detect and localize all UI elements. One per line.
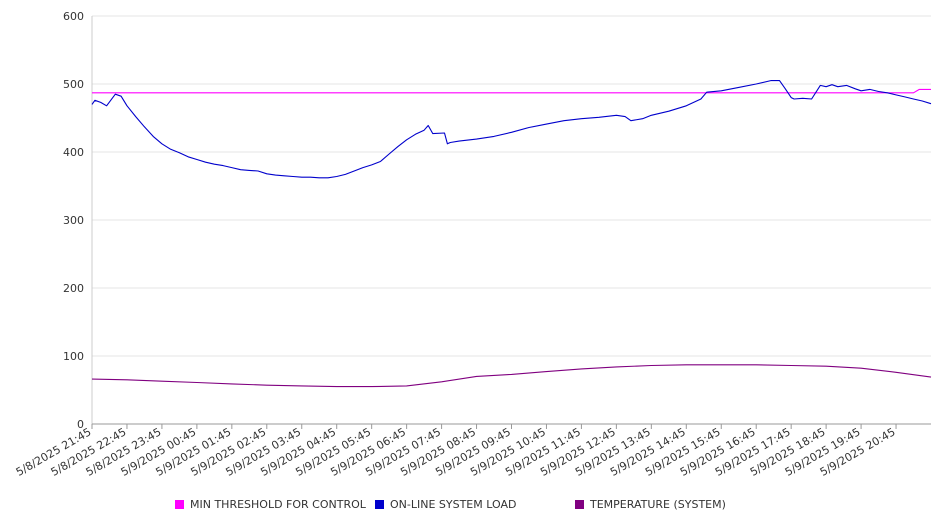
legend-swatch — [375, 500, 384, 509]
x-axis-ticks: 5/8/2025 21:455/8/2025 22:455/8/2025 23:… — [14, 424, 898, 479]
series-line-threshold — [92, 88, 931, 94]
legend-label: ON-LINE SYSTEM LOAD — [390, 498, 517, 511]
grid-lines — [92, 15, 931, 357]
legend-label: TEMPERATURE (SYSTEM) — [590, 498, 726, 511]
legend-item-system-load[interactable]: ON-LINE SYSTEM LOAD — [375, 498, 516, 511]
y-tick-label: 0 — [77, 418, 84, 431]
y-tick-label: 200 — [63, 282, 84, 295]
y-tick-label: 300 — [63, 214, 84, 227]
y-tick-label: 600 — [63, 10, 84, 23]
y-tick-label: 500 — [63, 78, 84, 91]
legend: MIN THRESHOLD FOR CONTROL ON-LINE SYSTEM… — [0, 498, 946, 514]
series-lines — [91, 80, 932, 388]
legend-swatch — [575, 500, 584, 509]
y-tick-label: 100 — [63, 350, 84, 363]
series-line-temperature — [91, 364, 932, 388]
series-line-system-load — [91, 80, 932, 179]
y-tick-label: 400 — [63, 146, 84, 159]
legend-label: MIN THRESHOLD FOR CONTROL — [190, 498, 366, 511]
legend-item-temperature[interactable]: TEMPERATURE (SYSTEM) — [575, 498, 726, 511]
legend-item-threshold[interactable]: MIN THRESHOLD FOR CONTROL — [175, 498, 366, 511]
y-axis-ticks: 0 100 200 300 400 500 600 — [63, 10, 84, 431]
legend-swatch — [175, 500, 184, 509]
